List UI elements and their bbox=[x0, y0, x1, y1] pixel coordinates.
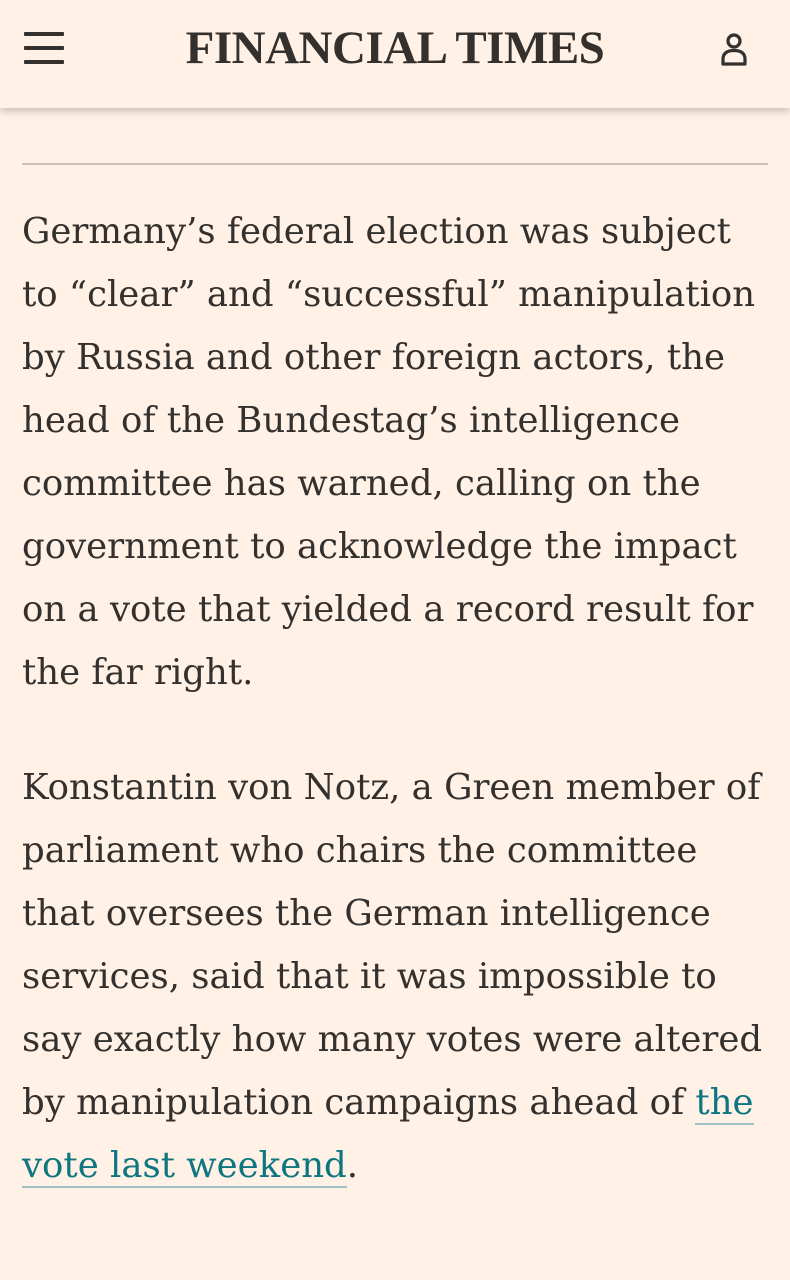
menu-bar bbox=[24, 32, 64, 36]
article-paragraph: Konstantin von Notz, a Green member of p… bbox=[22, 756, 772, 1197]
article-paragraph: Germany’s federal election was subject t… bbox=[22, 211, 756, 693]
site-header: FINANCIAL TIMES bbox=[0, 0, 790, 108]
financial-times-logo[interactable]: FINANCIAL TIMES bbox=[185, 22, 605, 74]
menu-bar bbox=[24, 46, 64, 50]
vote-last-weekend-link[interactable]: the vote last weekend bbox=[22, 1082, 754, 1188]
paragraph-text: Konstantin von Notz, a Green member of p… bbox=[22, 767, 763, 1123]
user-account-icon[interactable] bbox=[714, 30, 754, 70]
article-body: Germany’s federal election was subject t… bbox=[22, 200, 772, 1249]
top-divider bbox=[22, 163, 768, 165]
hamburger-menu-icon[interactable] bbox=[22, 28, 66, 68]
menu-bar bbox=[24, 60, 64, 64]
paragraph-end: . bbox=[346, 1145, 359, 1186]
